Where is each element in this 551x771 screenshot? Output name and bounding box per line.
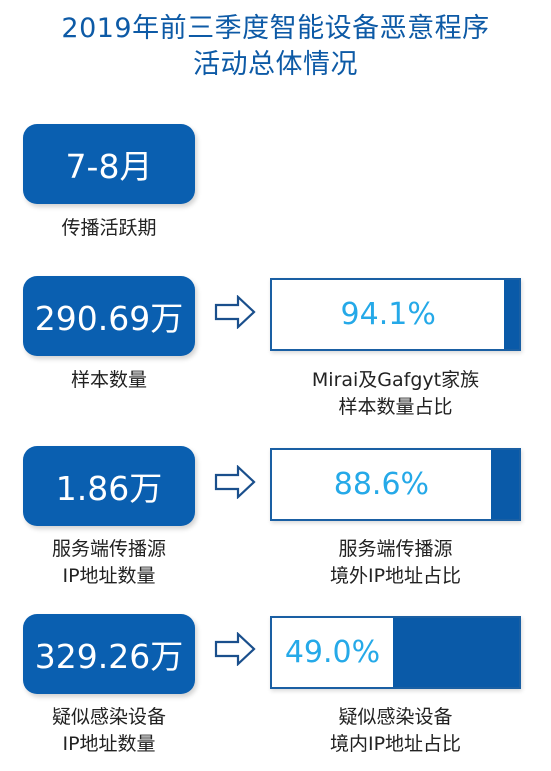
right-arrow-icon — [214, 632, 256, 666]
sample-share-fill — [272, 280, 505, 349]
server-ip-box: 1.86万 — [23, 446, 195, 526]
server-ip-value: 1.86万 — [55, 469, 163, 508]
foreign-ip-share-bar: 88.6% — [270, 448, 521, 521]
domestic-ip-share-fill — [272, 618, 394, 687]
sample-count-label: 样本数量 — [70, 369, 147, 391]
active-period-label: 传播活跃期 — [61, 217, 157, 239]
right-arrow-icon — [214, 295, 256, 329]
domestic-ip-share-bar: 49.0% — [270, 616, 521, 689]
sample-count-box: 290.69万 — [23, 276, 195, 356]
sample-share-label: Mirai及Gafgyt家族 样本数量占比 — [311, 369, 480, 418]
server-ip-label: 服务端传播源 IP地址数量 — [51, 538, 166, 587]
infected-ip-label: 疑似感染设备 IP地址数量 — [51, 706, 166, 755]
sample-count-value: 290.69万 — [34, 299, 184, 338]
foreign-ip-share-value: 88.6% — [333, 467, 430, 502]
domestic-ip-share-value: 49.0% — [284, 635, 381, 670]
sample-share-value: 94.1% — [340, 297, 436, 332]
right-arrow-icon — [214, 465, 256, 499]
page-title: 2019年前三季度智能设备恶意程序 活动总体情况 — [0, 12, 551, 82]
active-period-box: 7-8月 — [23, 124, 195, 204]
sample-share-bar: 94.1% — [270, 278, 521, 351]
title-line-2: 活动总体情况 — [193, 49, 358, 80]
infected-ip-value: 329.26万 — [34, 637, 184, 676]
foreign-ip-share-fill — [272, 450, 491, 519]
infected-ip-box: 329.26万 — [23, 614, 195, 694]
active-period-value: 7-8月 — [65, 147, 153, 186]
title-line-1: 2019年前三季度智能设备恶意程序 — [61, 13, 490, 44]
domestic-ip-share-label: 疑似感染设备 境内IP地址占比 — [329, 706, 462, 755]
foreign-ip-share-label: 服务端传播源 境外IP地址占比 — [329, 538, 462, 587]
